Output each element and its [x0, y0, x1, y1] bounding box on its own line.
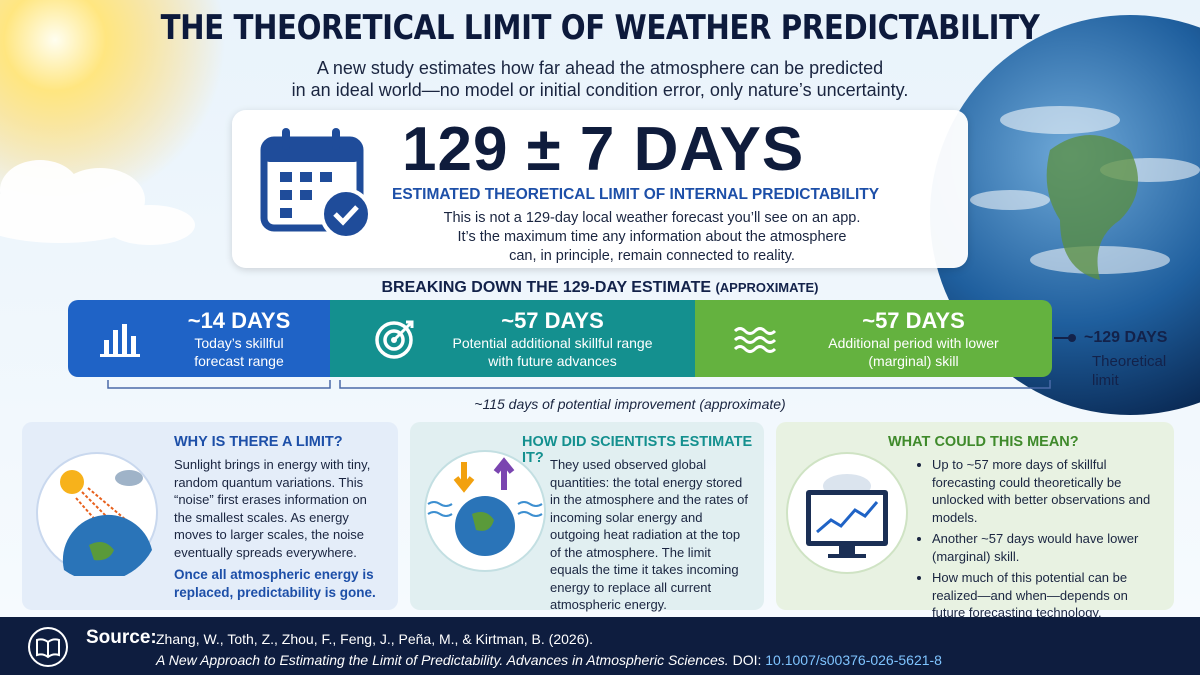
- bracket: [107, 380, 331, 389]
- list-item: Up to ~57 more days of skillful forecast…: [932, 456, 1162, 526]
- earth-clouds: [970, 106, 1200, 274]
- subtitle: A new study estimates how far ahead the …: [316, 58, 884, 78]
- source-label: Source:: [86, 627, 157, 648]
- breakdown-heading: BREAKING DOWN THE 129-DAY ESTIMATE (APPR…: [0, 279, 1200, 297]
- list-item: Another ~57 days would have lower (margi…: [932, 530, 1162, 565]
- book-icon: [28, 627, 68, 667]
- segment-text: forecast range: [194, 353, 284, 369]
- panel-list: Up to ~57 more days of skillful forecast…: [916, 456, 1162, 622]
- doi-label: DOI:: [732, 652, 762, 668]
- bracket-label: ~115 days of potential improvement (appr…: [474, 396, 786, 412]
- footer: Source: Zhang, W., Toth, Z., Zhou, F., F…: [0, 617, 1200, 675]
- panel: WHAT COULD THIS MEAN? Up to ~57 more day…: [776, 422, 1174, 620]
- segment: ~57 DAYS Potential additional skillful r…: [330, 300, 695, 377]
- segment-text: with future advances: [488, 353, 617, 369]
- clouds: [0, 160, 195, 245]
- doi[interactable]: 10.1007/s00376-026-5621-8: [765, 652, 942, 668]
- citation-line: A New Approach to Estimating the Limit o…: [156, 652, 942, 668]
- hero-text: This is not a 129-day local weather fore…: [443, 210, 861, 226]
- segment-text: (marginal) skill: [868, 353, 959, 369]
- bracket: [339, 380, 1051, 389]
- panel-text: Sunlight brings in energy with tiny, ran…: [174, 457, 371, 560]
- segment: ~14 DAYS Today’s skillful forecast range: [68, 300, 330, 377]
- energy-icon: [424, 450, 546, 572]
- title: THE THEORETICAL LIMIT OF WEATHER PREDICT…: [160, 8, 1040, 48]
- target-icon: [375, 320, 414, 359]
- headline-label: ESTIMATED THEORETICAL LIMIT OF INTERNAL …: [392, 186, 880, 203]
- continent: [1046, 135, 1138, 280]
- total-value: ~129 DAYS: [1084, 329, 1168, 346]
- calendar-icon: [260, 128, 372, 240]
- segment-value: ~57 DAYS: [501, 308, 604, 333]
- panel-title: HOW DID SCIENTISTS ESTIMATE IT?: [522, 434, 753, 466]
- segment: ~57 DAYS Additional period with lower (m…: [695, 300, 1052, 377]
- journal: A New Approach to Estimating the Limit o…: [156, 652, 729, 668]
- segment-value: ~57 DAYS: [862, 308, 965, 333]
- citation: Zhang, W., Toth, Z., Zhou, F., Feng, J.,…: [156, 631, 594, 647]
- bars-icon: [100, 324, 140, 357]
- panel-emphasis: Once all atmospheric energy is replaced,…: [174, 567, 376, 600]
- waves-icon: [733, 327, 777, 353]
- segment-text: Today’s skillful: [194, 335, 284, 351]
- hero-text: It’s the maximum time any information ab…: [457, 229, 847, 245]
- segment-value: ~14 DAYS: [187, 308, 291, 333]
- segment-text: Potential additional skillful range: [452, 335, 653, 351]
- segment-text: Additional period with lower: [828, 335, 999, 351]
- hero-card: 129 ± 7 DAYS ESTIMATED THEORETICAL LIMIT…: [232, 110, 968, 268]
- panel: WHY IS THERE A LIMIT? Sunlight brings in…: [22, 422, 398, 610]
- panel: HOW DID SCIENTISTS ESTIMATE IT? They use…: [410, 422, 764, 612]
- panel-text: They used observed global quantities: th…: [550, 457, 749, 612]
- total-label: limit: [1092, 372, 1119, 389]
- sun: [0, 0, 225, 210]
- hero-text: can, in principle, remain connected to r…: [509, 248, 795, 264]
- total-label: Theoretical: [1092, 353, 1167, 370]
- headline: 129 ± 7 DAYS: [402, 115, 805, 184]
- sun-earth-icon: [36, 452, 158, 576]
- total-dot: [1068, 334, 1076, 342]
- breakdown-qualifier: (APPROXIMATE): [715, 280, 819, 295]
- list-item: How much of this potential can be realiz…: [932, 569, 1162, 622]
- breakdown-title: BREAKING DOWN THE 129-DAY ESTIMATE: [381, 279, 712, 296]
- monitor-icon: [786, 452, 908, 574]
- panel-title: WHY IS THERE A LIMIT?: [174, 434, 343, 450]
- subtitle: in an ideal world—no model or initial co…: [291, 80, 909, 100]
- panel-title: WHAT COULD THIS MEAN?: [888, 434, 1079, 450]
